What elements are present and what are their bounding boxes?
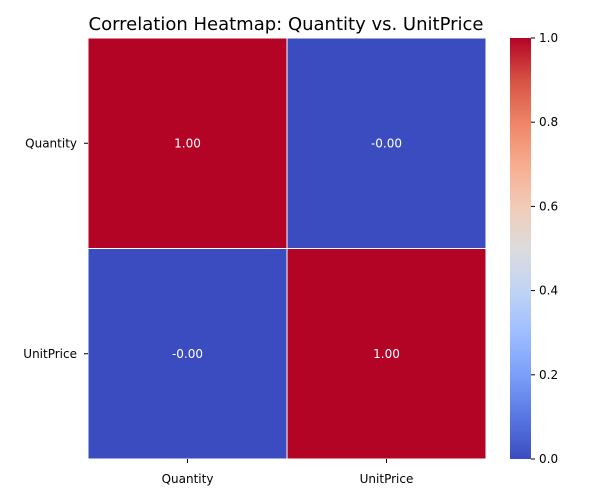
heatmap-cell-unitprice-unitprice [286,248,487,460]
cell-annotation: -0.00 [371,136,402,150]
y-tick-label: UnitPrice [23,347,77,361]
x-tick-label: Quantity [162,472,214,486]
x-tick-label: UnitPrice [360,472,414,486]
colorbar: 0.0 0.2 0.4 0.6 0.8 1.0 [510,31,558,466]
colorbar-tick-label: 1.0 [539,31,558,45]
y-axis: Quantity UnitPrice [23,136,88,361]
colorbar-ticks: 0.0 0.2 0.4 0.6 0.8 1.0 [531,31,558,466]
heatmap-cell-quantity-quantity [87,37,288,249]
colorbar-tick-label: 0.8 [539,115,558,129]
colorbar-tick-label: 0.2 [539,368,558,382]
y-tick-label: Quantity [25,136,77,150]
cell-annotation: 1.00 [174,136,201,150]
cell-annotation: 1.00 [373,347,400,361]
chart-title: Correlation Heatmap: Quantity vs. UnitPr… [89,14,484,35]
heatmap-cells: 1.00 -0.00 -0.00 1.00 [87,37,487,460]
heatmap-cell-quantity-unitprice [286,37,487,249]
cell-annotation: -0.00 [172,347,203,361]
colorbar-tick-label: 0.0 [539,452,558,466]
heatmap-cell-unitprice-quantity [87,248,288,460]
colorbar-gradient [510,38,531,459]
x-axis: Quantity UnitPrice [162,459,414,486]
colorbar-tick-label: 0.6 [539,199,558,213]
colorbar-tick-label: 0.4 [539,284,558,298]
